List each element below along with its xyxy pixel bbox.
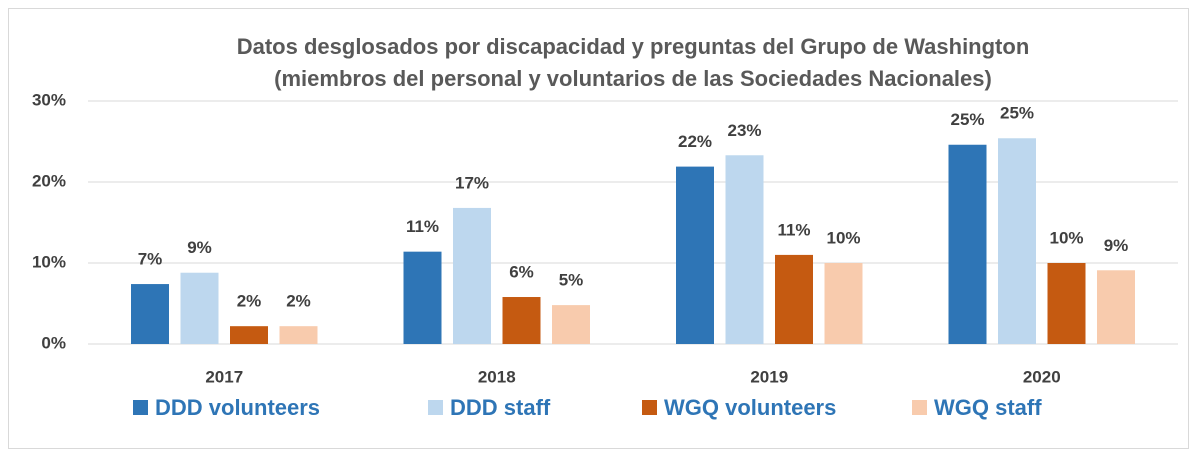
x-tick-label: 2019 xyxy=(750,367,788,386)
chart-border xyxy=(8,8,1189,449)
legend-swatch xyxy=(642,400,657,415)
data-label: 17% xyxy=(455,173,489,192)
data-label: 2% xyxy=(237,292,262,311)
bar xyxy=(676,166,714,344)
bar xyxy=(725,155,764,344)
data-label: 10% xyxy=(826,228,860,247)
y-tick-label: 30% xyxy=(32,90,66,109)
x-tick-label: 2018 xyxy=(478,367,516,386)
legend-label: DDD staff xyxy=(450,395,551,420)
bar xyxy=(552,305,590,344)
data-label: 5% xyxy=(559,271,584,290)
data-label: 11% xyxy=(777,220,810,239)
y-tick-label: 10% xyxy=(32,252,66,271)
y-tick-label: 0% xyxy=(41,333,66,352)
bar xyxy=(948,144,987,344)
data-label: 6% xyxy=(509,263,534,282)
data-label: 11% xyxy=(406,217,439,236)
legend-swatch xyxy=(912,400,927,415)
bar xyxy=(453,207,491,344)
legend-label: WGQ staff xyxy=(934,395,1042,420)
data-label: 9% xyxy=(187,238,212,257)
data-label: 7% xyxy=(138,250,163,269)
bar xyxy=(998,138,1036,344)
bar xyxy=(131,284,169,344)
bar xyxy=(230,326,268,344)
data-label: 9% xyxy=(1104,236,1129,255)
x-tick-label: 2017 xyxy=(205,367,243,386)
data-label: 23% xyxy=(727,121,761,140)
data-label: 2% xyxy=(286,292,311,311)
bar xyxy=(403,251,442,344)
legend-label: DDD volunteers xyxy=(155,395,320,420)
legend-swatch xyxy=(428,400,443,415)
bar xyxy=(1097,270,1135,344)
legend-label: WGQ volunteers xyxy=(664,395,836,420)
data-label: 25% xyxy=(1000,104,1034,123)
legend-swatch xyxy=(133,400,148,415)
bar xyxy=(775,254,813,344)
bar xyxy=(502,297,541,344)
data-label: 10% xyxy=(1049,228,1083,247)
bar xyxy=(824,263,863,344)
data-label: 25% xyxy=(950,110,984,129)
y-tick-label: 20% xyxy=(32,171,66,190)
bar xyxy=(180,272,219,344)
x-tick-label: 2020 xyxy=(1023,367,1061,386)
data-label: 22% xyxy=(678,132,712,151)
bar xyxy=(279,326,318,344)
bar xyxy=(1047,263,1086,344)
chart-title: Datos desglosados por discapacidad y pre… xyxy=(237,34,1030,59)
chart-title: (miembros del personal y voluntarios de … xyxy=(274,66,992,91)
